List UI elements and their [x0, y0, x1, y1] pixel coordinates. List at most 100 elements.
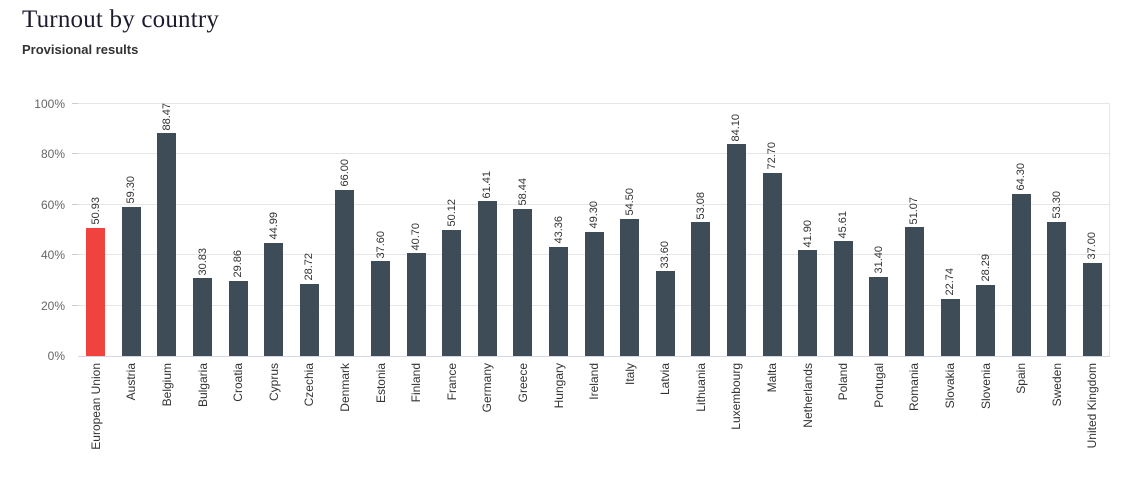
- y-tick-mark: [72, 203, 78, 205]
- bar-column: 40.70: [398, 104, 434, 356]
- bar-value-label: 31.40: [872, 246, 885, 274]
- x-axis-label: Slovenia: [978, 363, 993, 410]
- x-axis-label-cell: European Union: [78, 363, 114, 481]
- x-axis-label-cell: Luxembourg: [719, 363, 755, 481]
- bar-value-label: 88.47: [160, 102, 173, 131]
- bar-value-label: 84.10: [730, 113, 743, 142]
- x-axis-line: [78, 356, 1110, 357]
- bar[interactable]: [371, 261, 391, 356]
- bar[interactable]: [726, 144, 746, 356]
- x-axis-label: Slovakia: [943, 363, 958, 409]
- bar[interactable]: [620, 218, 640, 356]
- bar-value-label: 30.83: [196, 247, 209, 276]
- bar-value-label: 37.60: [374, 230, 387, 259]
- x-axis-label: Sweden: [1049, 363, 1064, 407]
- bar-value-label: 44.99: [267, 212, 280, 240]
- bar-value-label: 49.30: [588, 201, 601, 229]
- bar-value-label: 28.29: [979, 254, 992, 282]
- bar[interactable]: [1047, 221, 1067, 356]
- bar[interactable]: [691, 222, 711, 356]
- x-axis-label-cell: Finland: [398, 363, 434, 481]
- x-axis-label-cell: France: [434, 363, 470, 481]
- bar-column: 44.99: [256, 104, 292, 356]
- bar[interactable]: [655, 271, 675, 356]
- x-axis-label-cell: Bulgaria: [185, 363, 221, 481]
- bar[interactable]: [157, 133, 177, 356]
- bar[interactable]: [798, 250, 818, 356]
- bar[interactable]: [976, 284, 996, 356]
- x-axis-label: Czechia: [302, 363, 317, 407]
- bar-column: 53.30: [1039, 104, 1075, 356]
- x-axis-label: Hungary: [551, 363, 566, 409]
- x-axis-label-cell: Romania: [897, 363, 933, 481]
- x-axis-label: Germany: [480, 363, 495, 413]
- bar[interactable]: [833, 241, 853, 356]
- bar-value-label: 72.70: [766, 142, 779, 170]
- bar[interactable]: [1011, 193, 1031, 356]
- bar[interactable]: [762, 172, 782, 356]
- gridline: [78, 103, 1110, 104]
- bar[interactable]: [549, 246, 569, 356]
- bar-column: 51.07: [897, 104, 933, 356]
- bar-column: 45.61: [825, 104, 861, 356]
- bar-column: 30.83: [185, 104, 221, 356]
- bar-value-label: 58.44: [516, 178, 529, 206]
- bar[interactable]: [869, 276, 889, 356]
- x-axis-label-cell: Netherlands: [790, 363, 826, 481]
- x-axis-label: Portugal: [871, 363, 886, 408]
- bar[interactable]: [940, 298, 960, 356]
- bar-value-label: 50.12: [445, 199, 458, 227]
- x-axis-label: Austria: [124, 363, 139, 401]
- bar[interactable]: [299, 283, 319, 356]
- bar[interactable]: [193, 278, 213, 356]
- bar[interactable]: [477, 201, 497, 356]
- bar-column: 54.50: [612, 104, 648, 356]
- bar-column: 53.08: [683, 104, 719, 356]
- x-axis-label: Denmark: [337, 363, 352, 412]
- bar-column: 72.70: [754, 104, 790, 356]
- y-tick-mark: [72, 103, 78, 104]
- bar-column: 28.29: [968, 104, 1004, 356]
- y-tick-label: 80%: [40, 147, 65, 162]
- x-axis-label: European Union: [88, 363, 103, 450]
- bar[interactable]: [264, 242, 284, 356]
- x-axis-label: Italy: [622, 363, 637, 386]
- bar[interactable]: [406, 253, 426, 356]
- bar[interactable]: [335, 189, 355, 356]
- bar-column: 64.30: [1003, 104, 1039, 356]
- bar[interactable]: [513, 208, 533, 356]
- x-axis-label-cell: Hungary: [541, 363, 577, 481]
- chart-subtitle: Provisional results: [22, 42, 139, 57]
- bar[interactable]: [121, 206, 141, 356]
- bar-value-label: 61.41: [481, 170, 494, 199]
- bar-column: 37.60: [363, 104, 399, 356]
- bar[interactable]: [584, 231, 604, 356]
- bar[interactable]: [228, 280, 248, 356]
- x-axis-label-cell: Portugal: [861, 363, 897, 481]
- bar[interactable]: [1082, 262, 1102, 356]
- x-axis-label-cell: Slovakia: [932, 363, 968, 481]
- bar[interactable]: [904, 227, 924, 356]
- bar-column: 50.12: [434, 104, 470, 356]
- x-axis-label-cell: Lithuania: [683, 363, 719, 481]
- x-axis-labels: European Union Austria Belgium Bulgaria Croa…: [78, 363, 1110, 481]
- bar-column: 37.00: [1075, 104, 1111, 356]
- x-axis-label-cell: Cyprus: [256, 363, 292, 481]
- bar[interactable]: [442, 229, 462, 356]
- y-tick-mark: [72, 153, 78, 155]
- x-axis-label-cell: Ireland: [576, 363, 612, 481]
- x-axis-label: Cyprus: [266, 363, 281, 402]
- bar-value-label: 51.07: [908, 196, 921, 225]
- x-axis-label: Latvia: [658, 363, 673, 396]
- x-axis-label-cell: Latvia: [648, 363, 684, 481]
- bar[interactable]: [86, 227, 106, 356]
- bar-value-label: 66.00: [338, 159, 351, 187]
- x-axis-label: Finland: [409, 363, 424, 403]
- bar-column: 58.44: [505, 104, 541, 356]
- bar-column: 88.47: [149, 102, 185, 356]
- plot-right-border: [1109, 104, 1110, 356]
- y-axis: 0% 20% 40% 60% 80% 100%: [0, 97, 78, 363]
- bar-value-label: 37.00: [1086, 232, 1099, 260]
- bar-column: 59.30: [114, 104, 150, 356]
